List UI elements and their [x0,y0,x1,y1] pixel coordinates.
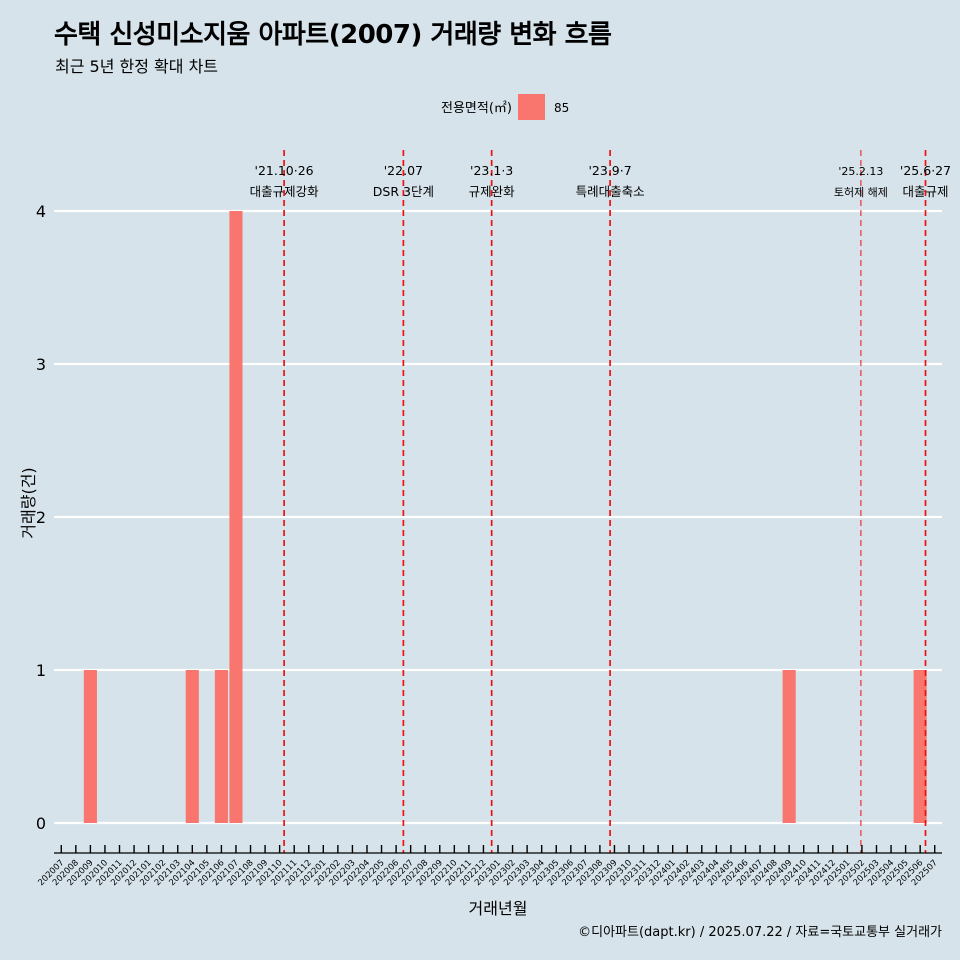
y-tick-label: 2 [36,508,46,527]
bar [83,670,97,823]
x-axis-title: 거래년월 [469,899,528,918]
legend-swatch [518,94,545,120]
event-label: 대출규제 [902,184,948,199]
event-label: DSR 3단계 [373,184,434,199]
y-tick-label: 0 [36,814,46,833]
event-markers: '21.10·26 대출규제강화 '22.07 DSR 3단계 '23.1·3 규제완화 '… [250,150,951,853]
bar [185,670,199,823]
event-date-label: '25.2.13 [838,165,883,178]
x-axis: 2020072020082020092020102020112020122021… [36,845,942,888]
event-date-label: '23.1·3 [470,163,513,178]
bar [214,670,228,823]
bar [913,670,927,823]
event-label: 토허제 해제 [834,185,888,199]
legend-label: 85 [554,101,569,115]
event-label: 특례대출축소 [576,184,645,199]
event-date-label: '23.9·7 [588,163,631,178]
y-axis-title: 거래량(건) [19,467,38,538]
y-tick-label: 4 [36,202,46,221]
event-date-label: '21.10·26 [255,163,314,178]
y-axis: 0 1 2 3 4 [36,202,46,833]
event-label: 대출규제강화 [250,184,320,199]
chart-title: 수택 신성미소지움 아파트(2007) 거래량 변화 흐름 [54,20,612,50]
bar [229,211,243,823]
legend: 전용면적(㎡) 85 [441,94,569,120]
chart-subtitle: 최근 5년 한정 확대 차트 [55,57,219,76]
legend-title: 전용면적(㎡) [441,101,512,116]
event-date-label: '25.6·27 [900,163,951,178]
y-tick-label: 1 [36,661,46,680]
bars [83,211,927,823]
event-date-label: '22.07 [384,163,423,178]
source-caption: ©디아파트(dapt.kr) / 2025.07.22 / 자료=국토교통부 실… [578,925,942,940]
event-label: 규제완화 [469,184,516,199]
y-tick-label: 3 [36,355,46,374]
bar [782,670,796,823]
